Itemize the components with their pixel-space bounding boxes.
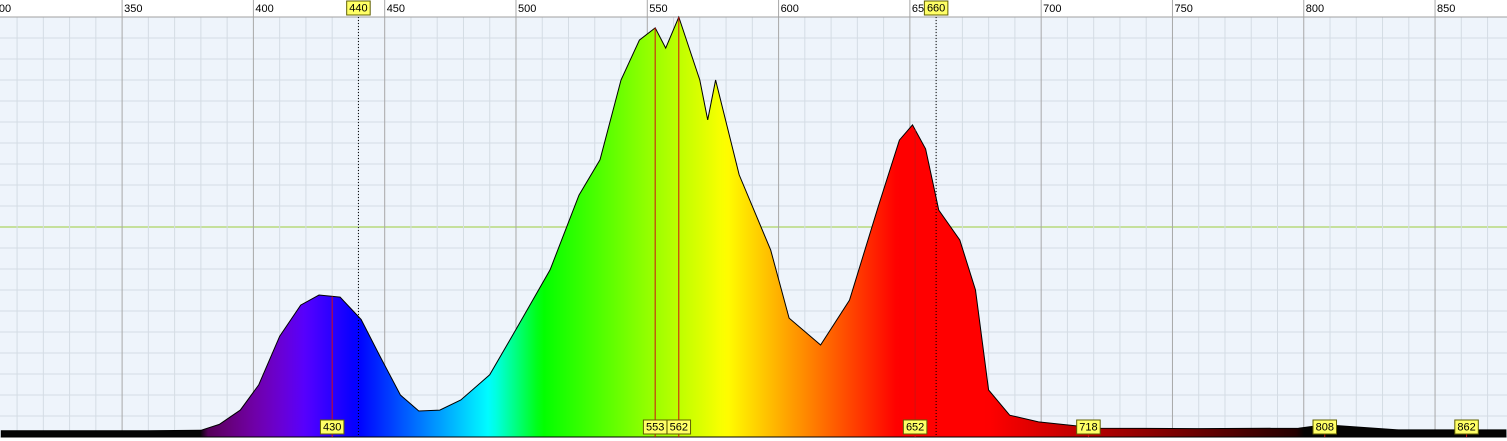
x-tick-label: 550 xyxy=(649,3,667,15)
marker-label: 430 xyxy=(323,421,341,433)
x-tick-label: 700 xyxy=(1043,3,1061,15)
marker-label-box xyxy=(902,419,928,435)
marker-label-box xyxy=(1312,419,1338,435)
marker-label-box xyxy=(666,419,692,435)
x-tick-label: 500 xyxy=(518,3,536,15)
x-tick-label: 350 xyxy=(124,3,142,15)
marker-label: 652 xyxy=(906,421,924,433)
marker-label: 808 xyxy=(1316,421,1334,433)
marker-label: 440 xyxy=(349,2,367,14)
marker-label: 562 xyxy=(670,421,688,433)
x-tick-label: 450 xyxy=(387,3,405,15)
marker-label-box xyxy=(1454,419,1479,435)
marker-label-box xyxy=(319,419,345,435)
marker-label-box xyxy=(1076,419,1101,435)
x-tick-label: 300 xyxy=(0,3,11,15)
x-tick-label: 400 xyxy=(255,3,273,15)
marker-label: 660 xyxy=(927,2,945,14)
marker-label: 553 xyxy=(646,421,664,433)
x-tick-label: 850 xyxy=(1437,3,1455,15)
axis-strip xyxy=(0,0,1507,17)
x-tick-label: 800 xyxy=(1306,3,1324,15)
marker-label: 718 xyxy=(1079,421,1097,433)
marker-label: 862 xyxy=(1457,421,1475,433)
x-tick-label: 600 xyxy=(781,3,799,15)
marker-label-box xyxy=(923,0,949,16)
marker-label-box xyxy=(346,0,371,16)
x-tick-label: 750 xyxy=(1174,3,1192,15)
